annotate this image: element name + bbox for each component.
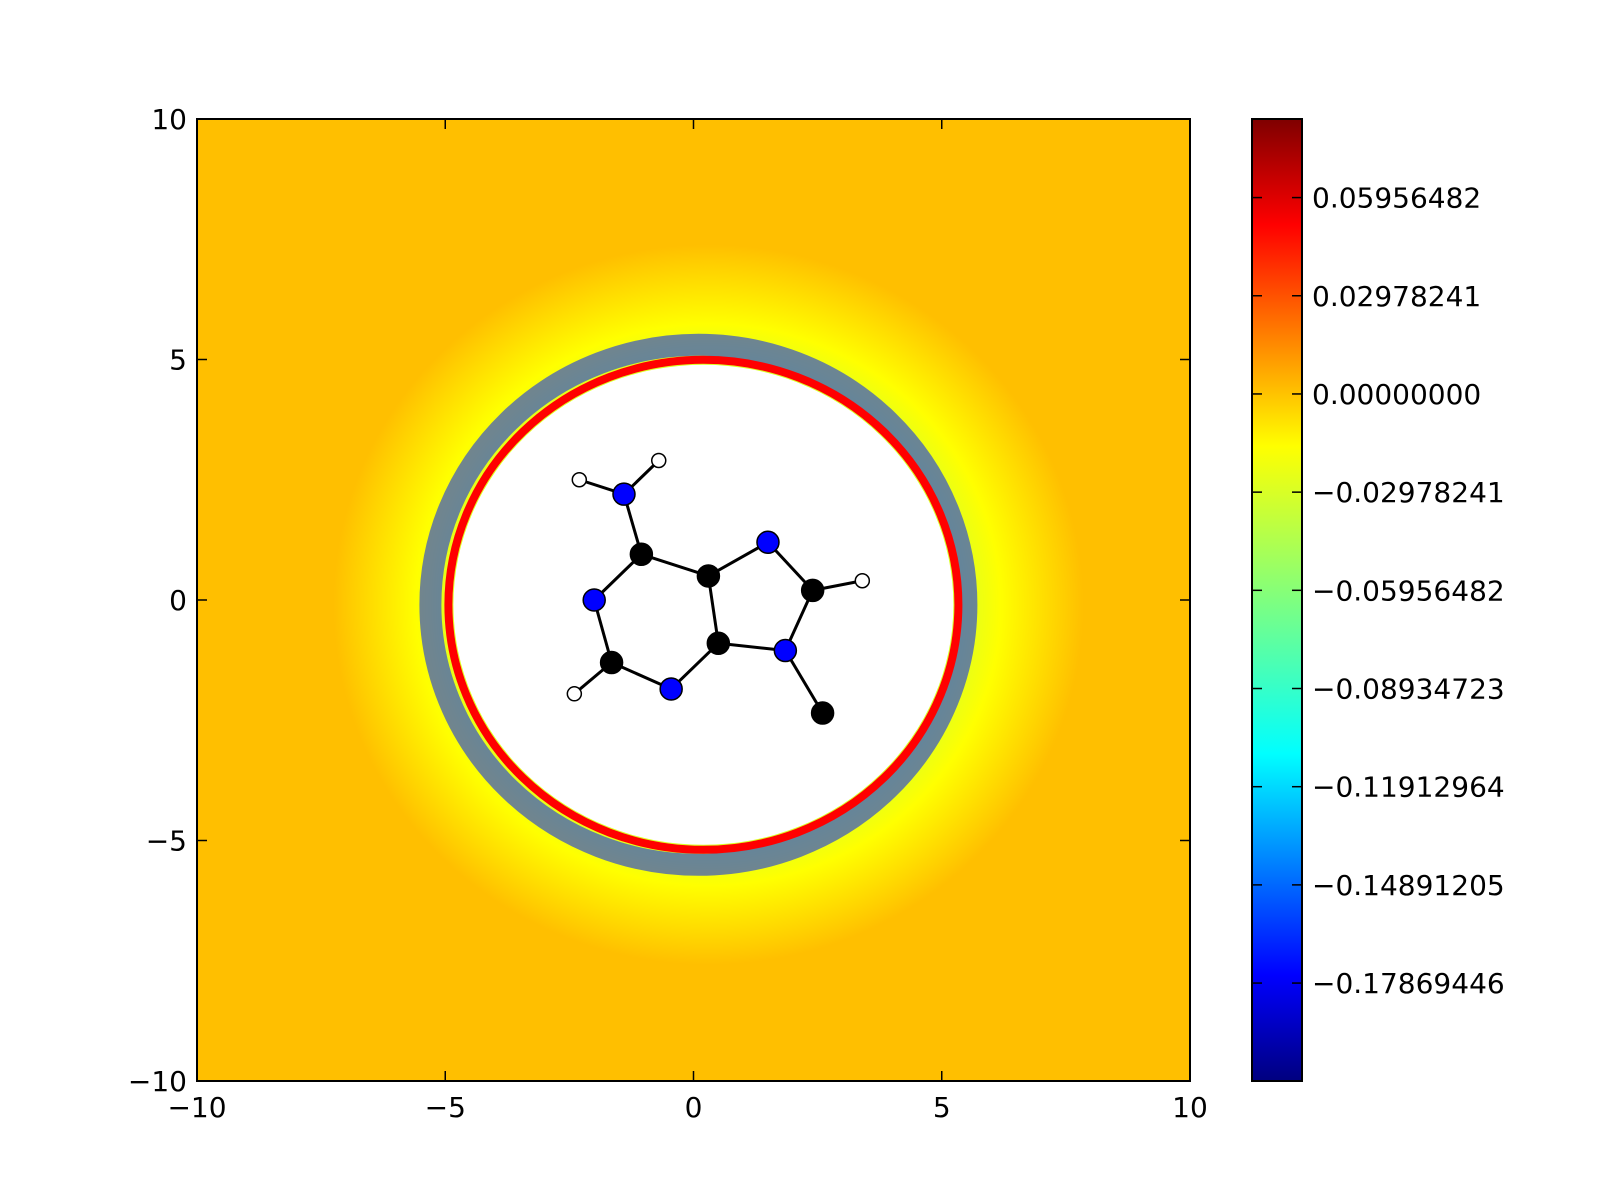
y-tick-label: −10 bbox=[128, 1065, 187, 1098]
colorbar-tick-label: −0.14891205 bbox=[1312, 869, 1505, 902]
y-tick-label: 5 bbox=[169, 344, 187, 377]
y-tick-label: −5 bbox=[146, 825, 187, 858]
colorbar-tick-label: −0.17869446 bbox=[1312, 967, 1505, 1000]
y-axis: −10 −5 0 5 10 bbox=[128, 103, 1190, 1098]
field-minimum-band bbox=[419, 333, 978, 876]
colorbar-tick-label: 0.02978241 bbox=[1312, 280, 1481, 313]
atom-h bbox=[566, 686, 583, 702]
atom-h bbox=[571, 472, 588, 488]
colorbar-tick-label: −0.05956482 bbox=[1312, 574, 1505, 607]
colorbar-gradient bbox=[1251, 118, 1303, 1082]
atom-n bbox=[582, 588, 606, 612]
bond bbox=[784, 649, 824, 714]
atom-c bbox=[706, 631, 731, 656]
colorbar-tick-label: 0.05956482 bbox=[1312, 182, 1481, 215]
atom-c bbox=[800, 578, 825, 603]
colorbar-tick-label: −0.02978241 bbox=[1312, 476, 1505, 509]
atom-c bbox=[599, 650, 624, 675]
colorbar: 0.05956482 0.02978241 0.00000000 −0.0297824… bbox=[1251, 118, 1505, 1082]
atom-c bbox=[696, 564, 721, 588]
excluded-region bbox=[453, 364, 954, 845]
molecule bbox=[566, 452, 871, 725]
atom-h bbox=[650, 452, 667, 469]
y-tick-label: 10 bbox=[151, 103, 187, 136]
colorbar-tick-label: −0.11912964 bbox=[1312, 771, 1505, 804]
atom-c bbox=[810, 701, 835, 725]
colorbar-ticks: 0.05956482 0.02978241 0.00000000 −0.0297824… bbox=[1252, 182, 1505, 1000]
atom-n bbox=[756, 530, 780, 555]
x-tick-label: 0 bbox=[685, 1091, 703, 1124]
field-ring bbox=[333, 244, 1084, 965]
atom-n bbox=[659, 677, 683, 701]
x-tick-label: 10 bbox=[1172, 1091, 1208, 1124]
colorbar-tick-label: −0.08934723 bbox=[1312, 673, 1505, 706]
y-tick-label: 0 bbox=[169, 584, 187, 617]
field-edge bbox=[444, 355, 963, 854]
atom-n bbox=[773, 638, 798, 663]
atom-n bbox=[612, 482, 636, 506]
x-tick-label: −5 bbox=[425, 1091, 466, 1124]
x-axis: −10 −5 0 5 10 bbox=[167, 119, 1208, 1124]
plot-area bbox=[197, 119, 1190, 1081]
x-tick-label: 5 bbox=[933, 1091, 951, 1124]
x-tick-label: −10 bbox=[167, 1091, 226, 1124]
atom-h bbox=[854, 573, 871, 589]
colorbar-tick-label: 0.00000000 bbox=[1312, 378, 1481, 411]
atom-c bbox=[629, 542, 654, 567]
